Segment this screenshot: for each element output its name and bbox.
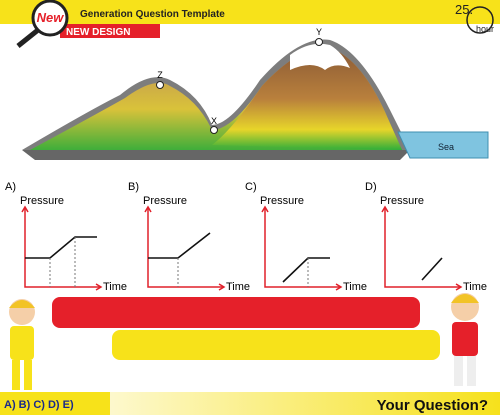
sea-label: Sea [438,142,454,152]
option-label: B) [128,181,139,193]
y-axis-label: Pressure [143,195,187,207]
x-axis-label: Time [463,281,487,293]
title: Generation Question Template [80,9,225,20]
option-label: C) [245,181,257,193]
timer-unit: hour [476,24,494,34]
magnifier [31,0,69,37]
axis-arrow [261,205,269,213]
axis-arrow [95,283,103,291]
y-axis-label: Pressure [380,195,424,207]
snow [290,43,350,70]
x-axis-label: Time [226,281,250,293]
axis-arrow [455,283,463,291]
axis-arrow [381,205,389,213]
point [210,126,218,134]
kid-right [451,293,479,386]
magnifier-handle [16,28,40,48]
axis [147,208,223,288]
ground [22,150,410,160]
point [156,81,164,89]
axis-arrow [335,283,343,291]
badge: New [37,10,65,25]
point [315,38,323,46]
point-label: X [211,116,217,126]
axis-arrow [21,205,29,213]
graph-line [282,257,330,283]
choices-band [0,392,110,415]
graph-line [25,236,97,259]
options: A)PressureTimeB)PressureTimeC)PressureTi… [5,181,487,293]
axis-arrow [218,283,226,291]
y-axis-label: Pressure [260,195,304,207]
question: Your Question? [377,397,488,414]
subtitle-band [60,24,160,38]
x-axis-label: Time [343,281,367,293]
subtitle: NEW DESIGN [66,27,130,38]
kid-left [9,299,35,390]
axis [264,208,340,288]
footer-band [0,392,500,415]
axis [384,208,460,288]
land-right [212,47,402,150]
graph-line [421,257,443,281]
axis-arrow [144,205,152,213]
x-axis-label: Time [103,281,127,293]
question-bar [52,297,420,328]
point-label: Y [316,27,322,37]
option-label: D) [365,181,377,193]
graph-line [148,232,211,259]
answer-bar [112,330,440,360]
timer: 25. [455,2,473,17]
header-band [0,0,500,24]
y-axis-label: Pressure [20,195,64,207]
point-label: Z [157,70,163,80]
sea [397,131,489,159]
choices: A) B) C) D) E) [4,399,74,411]
option-label: A) [5,181,16,193]
clock [466,6,494,34]
